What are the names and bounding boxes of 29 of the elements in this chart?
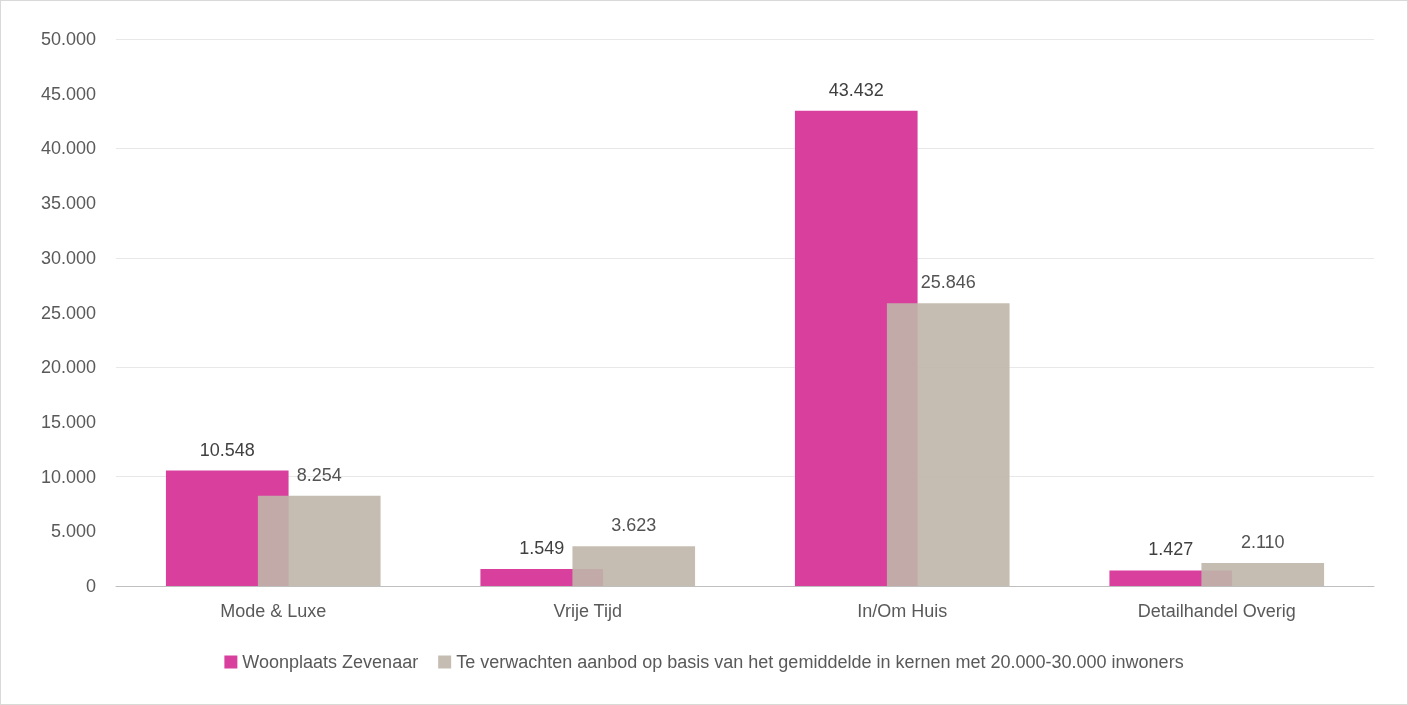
y-tick-label: 10.000 [40,466,96,487]
data-label: 10.548 [199,439,255,460]
bar [257,495,381,586]
bar [1201,562,1325,586]
legend-label: Te verwachten aanbod op basis van het gemiddelde in kernen met 20.000-30.000 inwoners [456,652,1184,672]
legend-label: Woonplaats Zevenaar [242,652,419,672]
y-tick-label: 45.000 [40,83,96,104]
data-label: 1.427 [1148,539,1194,560]
x-tick-label: Mode & Luxe [220,601,327,621]
y-tick-label: 30.000 [40,247,96,268]
data-label: 43.432 [828,79,884,100]
y-tick-label: 25.000 [40,302,96,323]
x-tick-label: Vrije Tijd [553,601,622,621]
bar [572,546,696,586]
data-label: 3.623 [611,515,657,536]
bar [886,303,1010,586]
y-tick-label: 5.000 [50,521,96,542]
data-label: 8.254 [296,464,342,485]
data-label: 1.549 [519,538,565,559]
data-label: 2.110 [1240,531,1285,552]
y-tick-label: 50.000 [40,29,96,49]
y-tick-label: 40.000 [40,138,96,159]
y-tick-label: 35.000 [40,193,96,214]
x-tick-label: In/Om Huis [857,601,948,621]
data-label: 25.846 [920,272,976,293]
x-tick-label: Detailhandel Overig [1137,601,1296,621]
y-tick-label: 0 [85,576,96,596]
y-tick-label: 20.000 [40,357,96,378]
y-tick-label: 15.000 [40,411,96,432]
